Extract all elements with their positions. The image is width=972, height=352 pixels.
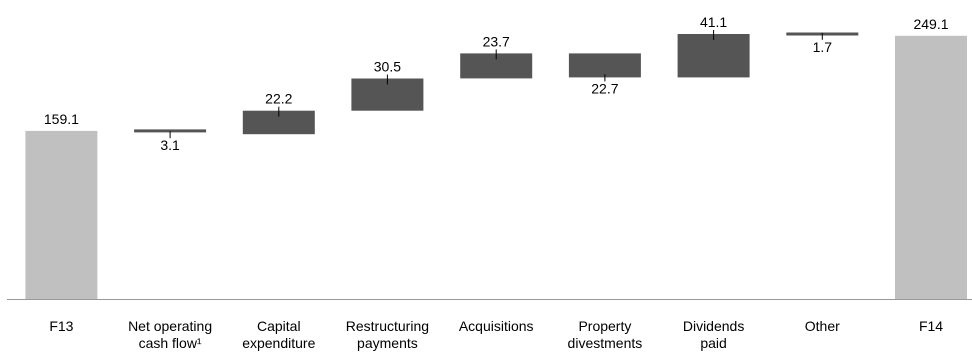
- bar-1: [134, 129, 207, 133]
- data-label-8: 249.1: [913, 16, 948, 32]
- category-label-5: Property divestments: [568, 318, 643, 351]
- bar-8: [895, 35, 967, 300]
- data-label-0: 159.1: [44, 111, 79, 127]
- category-label-4: Acquisitions: [459, 318, 534, 334]
- data-label-6: 41.1: [700, 14, 727, 30]
- bar-2: [242, 110, 315, 135]
- data-label-5: 22.7: [591, 80, 618, 96]
- category-label-0: F13: [49, 318, 73, 334]
- data-label-3: 30.5: [374, 59, 401, 75]
- category-label-6: Dividends paid: [683, 318, 744, 351]
- data-label-7: 1.7: [813, 39, 833, 55]
- category-label-2: Capital expenditure: [242, 318, 315, 351]
- category-label-3: Restructuring payments: [346, 318, 429, 351]
- data-label-1: 3.1: [160, 137, 180, 153]
- bar-6: [677, 34, 750, 78]
- data-label-4: 23.7: [483, 33, 510, 49]
- data-label-2: 22.2: [265, 91, 292, 107]
- bar-5: [568, 53, 641, 78]
- category-label-8: F14: [919, 318, 943, 334]
- category-label-7: Other: [805, 318, 840, 334]
- bar-0: [25, 130, 98, 299]
- category-label-1: Net operating cash flow¹: [128, 318, 212, 351]
